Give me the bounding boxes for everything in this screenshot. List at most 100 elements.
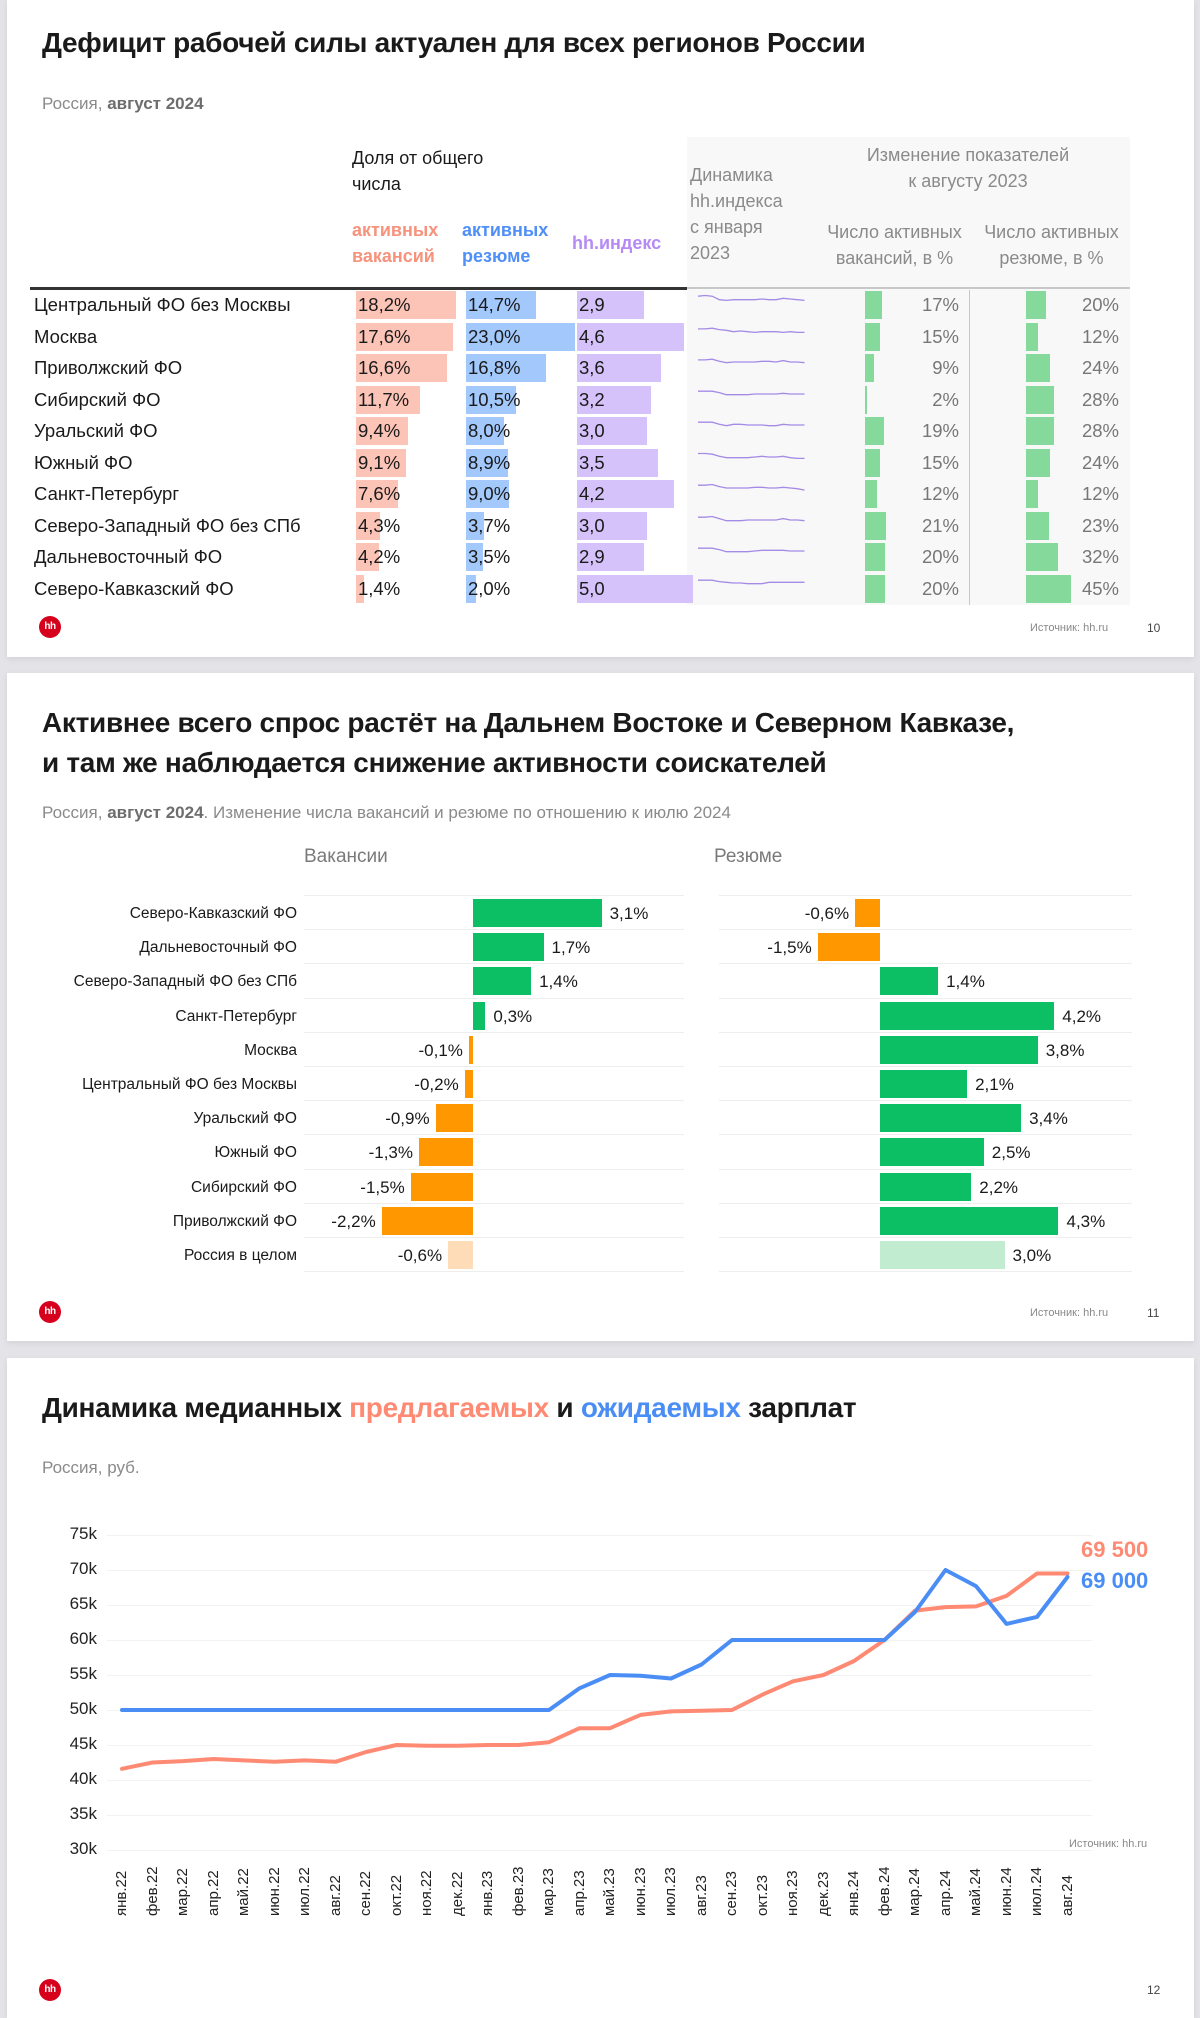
table-row: Южный ФО 9,1% 8,9% 3,5 15% 24% — [7, 448, 1194, 480]
resumes-share-bar — [466, 291, 536, 319]
title-text: и — [548, 1392, 581, 1423]
region-label: Сибирский ФО — [190, 1178, 297, 1196]
resumes-change-bar — [880, 967, 939, 996]
col-header-dynamics: Динамика hh.индекса с января 2023 — [690, 162, 783, 266]
vacancies-change-value: -2,2% — [331, 1211, 376, 1231]
header-line: 2023 — [690, 243, 731, 263]
subtitle-region: Россия, — [42, 803, 108, 822]
resumes-change-value: 3,8% — [1045, 1040, 1085, 1060]
vacancies-change-bar — [448, 1241, 473, 1269]
hhindex-bar — [577, 448, 659, 477]
vacancies-change-bar — [865, 417, 884, 445]
gridline — [719, 997, 1132, 999]
vacancies-change-value: 17% — [921, 294, 959, 315]
gridline — [107, 1605, 1092, 1606]
resumes-share-bar — [466, 322, 575, 351]
vacancies-change-bar — [464, 1070, 473, 1098]
slide-salary-dynamics: Динамика медианных предлагаемых и ожидае… — [7, 1358, 1194, 2018]
header-line: Число активных — [984, 222, 1119, 242]
hhindex-bar — [577, 480, 675, 508]
resumes-share-value: 9,0% — [468, 483, 511, 504]
vacancies-change-bar — [865, 574, 885, 603]
slide-monthly-change: Активнее всего спрос растёт на Дальнем В… — [7, 673, 1194, 1341]
resumes-change-bar — [1026, 511, 1049, 540]
vacancies-share-bar — [356, 511, 380, 540]
resumes-share-bar — [466, 385, 516, 414]
gridline — [719, 895, 1132, 896]
region-label: Москва — [244, 1041, 297, 1059]
hhindex-value: 3,6 — [579, 357, 605, 378]
gridline — [304, 1100, 684, 1102]
vacancies-change-value: 9% — [932, 357, 959, 378]
hhindex-sparkline — [698, 421, 805, 427]
vacancies-share-bar — [356, 448, 406, 477]
gridline — [304, 929, 684, 931]
hhindex-value: 4,6 — [579, 325, 605, 347]
offered-salary-line — [120, 1571, 1070, 1771]
gridline — [304, 1202, 684, 1204]
bar-row: Дальневосточный ФО 1,7% -1,5% — [7, 930, 1194, 964]
y-tick-label: 40k — [69, 1769, 97, 1788]
vacancies-change-bar — [865, 480, 877, 508]
gridline — [719, 929, 1132, 931]
col-header-resumes: активных резюме — [462, 217, 548, 269]
resumes-share-bar — [466, 448, 509, 477]
vacancies-share-value: 9,4% — [358, 420, 401, 441]
resumes-share-bar — [466, 417, 504, 445]
vacancies-change-value: 0,3% — [493, 1006, 533, 1026]
vacancies-change-bar — [473, 967, 532, 996]
vacancies-change-value: -1,5% — [360, 1177, 405, 1197]
table-row: Дальневосточный ФО 4,2% 3,5% 2,9 20% 32% — [7, 542, 1194, 574]
resumes-change-bar — [1026, 291, 1046, 319]
vacancies-change-bar — [410, 1172, 474, 1201]
y-tick-label: 30k — [69, 1839, 97, 1858]
resumes-share-value: 23,0% — [468, 325, 521, 347]
resumes-share-value: 8,0% — [468, 420, 511, 441]
hhindex-value: 2,9 — [579, 294, 605, 315]
panel-title-vacancies: Вакансии — [304, 846, 388, 867]
vacancies-change-bar — [865, 322, 880, 351]
resumes-change-value: 32% — [1081, 546, 1119, 567]
vacancies-change-value: 19% — [921, 420, 959, 441]
region-label: Южный ФО — [214, 1144, 297, 1162]
vacancies-share-value: 7,6% — [358, 483, 401, 504]
table-row: Москва 17,6% 23,0% 4,6 15% 12% — [7, 322, 1194, 354]
vacancies-share-value: 4,2% — [358, 546, 401, 567]
column-divider — [969, 290, 970, 605]
vacancies-share-bar — [356, 543, 380, 571]
bar-row: Центральный ФО без Москвы -0,2% 2,1% — [7, 1067, 1194, 1101]
vacancies-share-value: 17,6% — [358, 325, 411, 347]
vacancies-change-bar — [468, 1035, 474, 1064]
table-row: Центральный ФО без Москвы 18,2% 14,7% 2,9 17… — [7, 290, 1194, 322]
region-label: Центральный ФО без Москвы — [82, 1076, 297, 1093]
header-rule-light — [687, 287, 1130, 289]
table-row: Северо-Западный ФО без СПб 4,3% 3,7% 3,0 21%… — [7, 511, 1194, 543]
hhindex-sparkline — [698, 358, 805, 364]
hhindex-sparkline — [698, 515, 805, 521]
resumes-change-value: 28% — [1081, 420, 1119, 441]
header-line: вакансий — [352, 246, 435, 266]
title-line: и там же наблюдается снижение активности… — [42, 747, 827, 778]
vacancies-change-bar — [473, 1001, 486, 1030]
hhindex-value: 3,0 — [579, 420, 605, 441]
subtitle-period: август 2024 — [107, 94, 204, 113]
gridline — [304, 1066, 684, 1067]
vacancies-change-value: 15% — [921, 451, 959, 473]
gridline — [304, 1031, 684, 1033]
vacancies-change-value: 3,1% — [609, 904, 649, 923]
resumes-change-bar — [855, 899, 880, 927]
resumes-change-bar — [1026, 448, 1050, 477]
hh-logo: hh — [39, 1301, 61, 1323]
vacancies-share-value: 18,2% — [358, 294, 411, 315]
vacancies-share-bar — [356, 291, 456, 319]
bar-row: Приволжский ФО -2,2% 4,3% — [7, 1204, 1194, 1238]
hhindex-sparkline — [698, 452, 805, 459]
subtitle-period: август 2024 — [107, 803, 204, 822]
resumes-share-value: 16,8% — [468, 357, 521, 378]
hhindex-value: 2,9 — [579, 546, 605, 567]
vacancies-change-bar — [473, 899, 602, 927]
gridline — [719, 1237, 1132, 1238]
gridline — [107, 1850, 1092, 1851]
vacancies-change-bar — [865, 448, 880, 477]
header-line: числа — [352, 174, 401, 194]
